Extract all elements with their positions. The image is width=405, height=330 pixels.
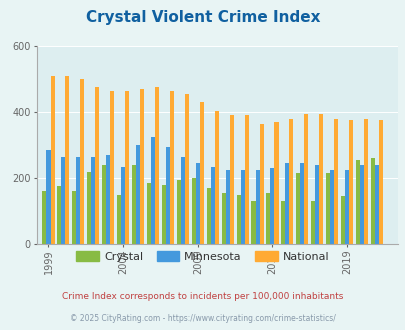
Bar	[325, 173, 329, 244]
Bar	[240, 170, 244, 244]
Bar	[65, 76, 69, 244]
Bar	[136, 145, 140, 244]
Bar	[206, 188, 210, 244]
Bar	[102, 165, 106, 244]
Bar	[57, 186, 61, 244]
Bar	[225, 170, 229, 244]
Bar	[221, 193, 225, 244]
Bar	[166, 147, 170, 244]
Bar	[72, 191, 76, 244]
Bar	[259, 124, 263, 244]
Bar	[348, 120, 352, 244]
Bar	[359, 165, 363, 244]
Bar	[266, 193, 270, 244]
Bar	[132, 165, 136, 244]
Bar	[378, 120, 382, 244]
Bar	[91, 157, 95, 244]
Bar	[229, 115, 233, 244]
Bar	[199, 102, 203, 244]
Bar	[340, 196, 344, 244]
Bar	[162, 185, 166, 244]
Bar	[210, 167, 214, 244]
Bar	[87, 172, 91, 244]
Bar	[121, 167, 125, 244]
Bar	[61, 157, 65, 244]
Bar	[110, 91, 114, 244]
Bar	[147, 183, 151, 244]
Bar	[214, 111, 218, 244]
Bar	[106, 155, 110, 244]
Bar	[329, 170, 333, 244]
Bar	[304, 114, 308, 244]
Bar	[80, 79, 84, 244]
Bar	[274, 122, 278, 244]
Bar	[155, 87, 159, 244]
Bar	[370, 158, 374, 244]
Bar	[318, 114, 322, 244]
Bar	[191, 178, 195, 244]
Bar	[251, 201, 255, 244]
Text: Crystal Violent Crime Index: Crystal Violent Crime Index	[85, 10, 320, 25]
Legend: Crystal, Minnesota, National: Crystal, Minnesota, National	[72, 247, 333, 267]
Bar	[363, 119, 367, 244]
Bar	[184, 94, 188, 244]
Bar	[151, 137, 155, 244]
Bar	[195, 163, 199, 244]
Bar	[296, 173, 300, 244]
Bar	[285, 163, 289, 244]
Bar	[333, 119, 337, 244]
Bar	[374, 165, 378, 244]
Bar	[170, 91, 174, 244]
Bar	[177, 180, 180, 244]
Bar	[344, 170, 348, 244]
Bar	[50, 76, 54, 244]
Bar	[270, 168, 274, 244]
Bar	[311, 201, 314, 244]
Text: © 2025 CityRating.com - https://www.cityrating.com/crime-statistics/: © 2025 CityRating.com - https://www.city…	[70, 314, 335, 323]
Bar	[125, 91, 129, 244]
Bar	[95, 87, 99, 244]
Bar	[300, 163, 304, 244]
Bar	[180, 157, 184, 244]
Bar	[236, 195, 240, 244]
Bar	[43, 191, 46, 244]
Bar	[117, 195, 121, 244]
Bar	[76, 157, 80, 244]
Bar	[46, 150, 50, 244]
Bar	[140, 89, 144, 244]
Bar	[355, 160, 359, 244]
Bar	[281, 201, 285, 244]
Bar	[289, 119, 293, 244]
Text: Crime Index corresponds to incidents per 100,000 inhabitants: Crime Index corresponds to incidents per…	[62, 292, 343, 301]
Bar	[244, 115, 248, 244]
Bar	[314, 165, 318, 244]
Bar	[255, 170, 259, 244]
